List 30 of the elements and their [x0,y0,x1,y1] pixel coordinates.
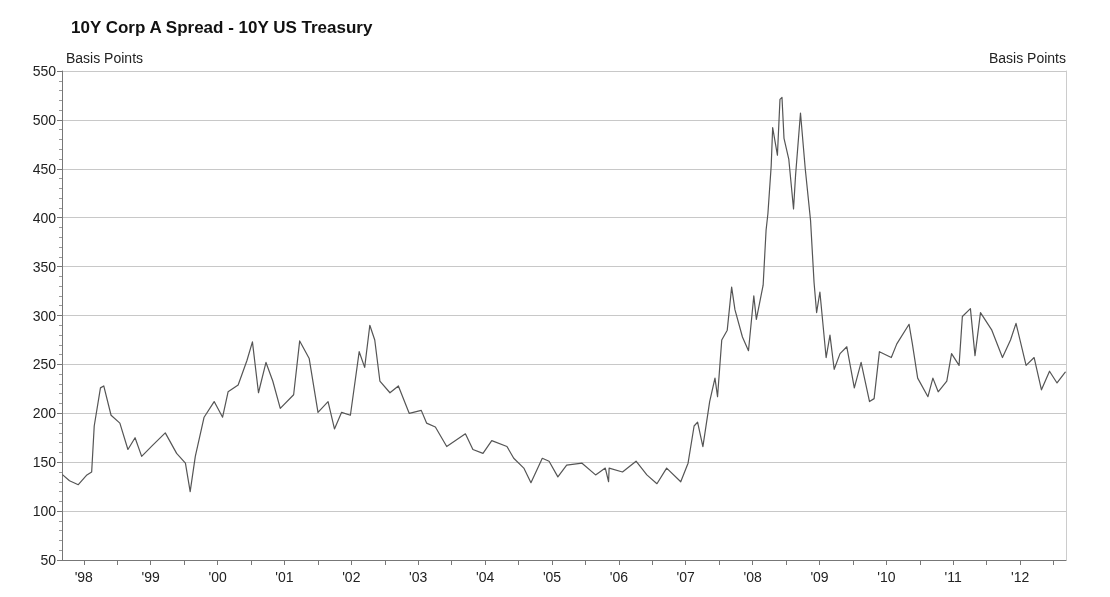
x-tick-label: '05 [542,569,562,585]
x-tick-label: '08 [743,569,763,585]
y-tick-label: 250 [32,356,57,373]
y-tick-label: 50 [40,552,57,568]
x-tick-label: '12 [1011,569,1030,585]
y-tick-label: 200 [32,405,57,422]
x-tick-label: '00 [208,569,227,585]
x-tick-label: '10 [877,569,896,585]
x-tick-label: '03 [409,569,428,585]
x-tick-label: '99 [141,569,160,585]
y-axis-title: Basis Points [66,50,144,66]
y-tick-label: 300 [32,307,57,324]
x-tick-label: '11 [944,569,963,585]
y-tick-label: 100 [32,503,57,520]
y-tick-label: 400 [32,209,57,226]
x-tick-label: '98 [74,569,94,585]
chart-title: 10Y Corp A Spread - 10Y US Treasury [71,18,373,37]
x-tick-label: '04 [476,569,495,585]
y-tick-label: 550 [32,63,57,79]
x-tick-label: '07 [676,569,696,585]
line-series [62,96,1066,493]
y-tick-label: 500 [32,111,57,128]
y-tick-label: 450 [32,160,57,177]
x-tick-label: '02 [342,569,361,585]
y-tick-label: 150 [32,454,57,471]
y-tick-label: 350 [32,258,57,275]
y2-axis-title: Basis Points [988,50,1066,66]
x-tick-label: '06 [609,569,629,585]
x-tick-label: '09 [810,569,829,585]
x-tick-label: '01 [275,569,294,585]
